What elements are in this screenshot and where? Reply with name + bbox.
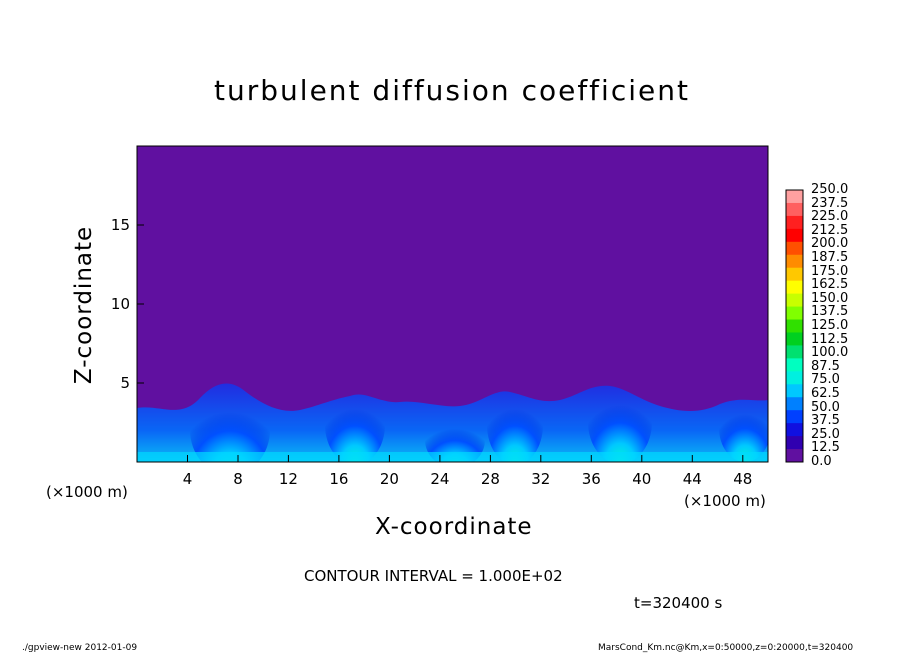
colorbar-level-label: 37.5 <box>811 413 840 429</box>
colorbar-level-label: 237.5 <box>811 195 849 211</box>
x-tick-label: 28 <box>480 470 500 488</box>
x-tick-label: 20 <box>379 470 399 488</box>
colorbar-level-label: 100.0 <box>811 345 849 361</box>
colorbar-swatch <box>786 436 803 450</box>
colorbar-level-label: 25.0 <box>811 426 840 442</box>
colorbar-swatch <box>786 215 803 230</box>
colorbar-swatch <box>786 371 803 385</box>
colorbar-swatch <box>786 202 803 217</box>
x-tick-label: 4 <box>182 470 193 488</box>
x-tick-label: 24 <box>430 470 450 488</box>
colorbar-level-label: 200.0 <box>811 236 849 252</box>
colorbar-swatch <box>786 345 803 359</box>
x-axis-label: X-coordinate <box>375 514 533 540</box>
colorbar-swatch <box>786 358 803 372</box>
colorbar-level-label: 137.5 <box>811 304 849 320</box>
colorbar <box>786 190 803 463</box>
colorbar-swatch <box>786 241 803 256</box>
footer-right-text: MarsCond_Km.nc@Km,x=0:50000,z=0:20000,t=… <box>598 643 854 653</box>
x-tick-label: 40 <box>632 470 652 488</box>
colorbar-swatch <box>786 267 803 282</box>
y-tick-label: 15 <box>110 216 130 234</box>
colorbar-swatch <box>786 293 803 308</box>
colorbar-level-label: 250.0 <box>811 182 849 197</box>
colorbar-level-label: 87.5 <box>811 358 840 374</box>
x-tick-label: 48 <box>733 470 753 488</box>
colorbar-level-label: 175.0 <box>811 263 849 279</box>
colorbar-level-label: 62.5 <box>811 386 840 401</box>
y-axis-label: Z-coordinate <box>71 225 97 385</box>
x-unit-label-right: (×1000 m) <box>684 492 766 510</box>
colorbar-swatch <box>786 190 803 204</box>
colorbar-level-label: 50.0 <box>811 399 840 415</box>
turbulence-field <box>137 380 768 462</box>
colorbar-swatch <box>786 397 803 411</box>
colorbar-swatch <box>786 306 803 321</box>
x-unit-label-left: (×1000 m) <box>46 483 128 501</box>
x-tick-label: 8 <box>233 470 243 488</box>
colorbar-level-label: 187.5 <box>811 250 849 265</box>
y-tick-label: 5 <box>120 374 130 392</box>
colorbar-level-label: 112.5 <box>811 331 849 347</box>
colorbar-level-label: 125.0 <box>811 318 849 333</box>
colorbar-swatch <box>786 384 803 398</box>
colorbar-swatch <box>786 332 803 346</box>
colorbar-swatch <box>786 280 803 295</box>
y-tick-label: 10 <box>110 295 130 313</box>
footer-left-text: ./gpview-new 2012-01-09 <box>22 643 138 653</box>
colorbar-level-label: 12.5 <box>811 440 840 456</box>
colorbar-swatch <box>786 254 803 269</box>
x-tick-label: 16 <box>329 470 349 488</box>
chart-title: turbulent diffusion coefficient <box>214 74 690 107</box>
x-tick-label: 12 <box>278 470 298 488</box>
colorbar-level-label: 150.0 <box>811 290 849 306</box>
colorbar-swatch <box>786 449 803 463</box>
colorbar-level-label: 225.0 <box>811 209 849 225</box>
colorbar-swatch <box>786 423 803 437</box>
contour-interval-label: CONTOUR INTERVAL = 1.000E+02 <box>304 567 563 585</box>
colorbar-level-label: 75.0 <box>811 372 840 388</box>
x-tick-label: 36 <box>581 470 601 488</box>
x-tick-label: 32 <box>531 470 551 488</box>
colorbar-swatch <box>786 319 803 333</box>
colorbar-swatch <box>786 228 803 243</box>
colorbar-frame <box>785 189 804 463</box>
time-label: t=320400 s <box>634 594 723 612</box>
colorbar-level-label: 212.5 <box>811 222 849 238</box>
x-tick-label: 44 <box>682 470 702 488</box>
colorbar-level-label: 162.5 <box>811 277 849 293</box>
colorbar-level-label: 0.0 <box>811 454 832 469</box>
y-ticks <box>137 224 144 384</box>
colorbar-swatch <box>786 410 803 424</box>
x-ticks <box>187 455 744 462</box>
